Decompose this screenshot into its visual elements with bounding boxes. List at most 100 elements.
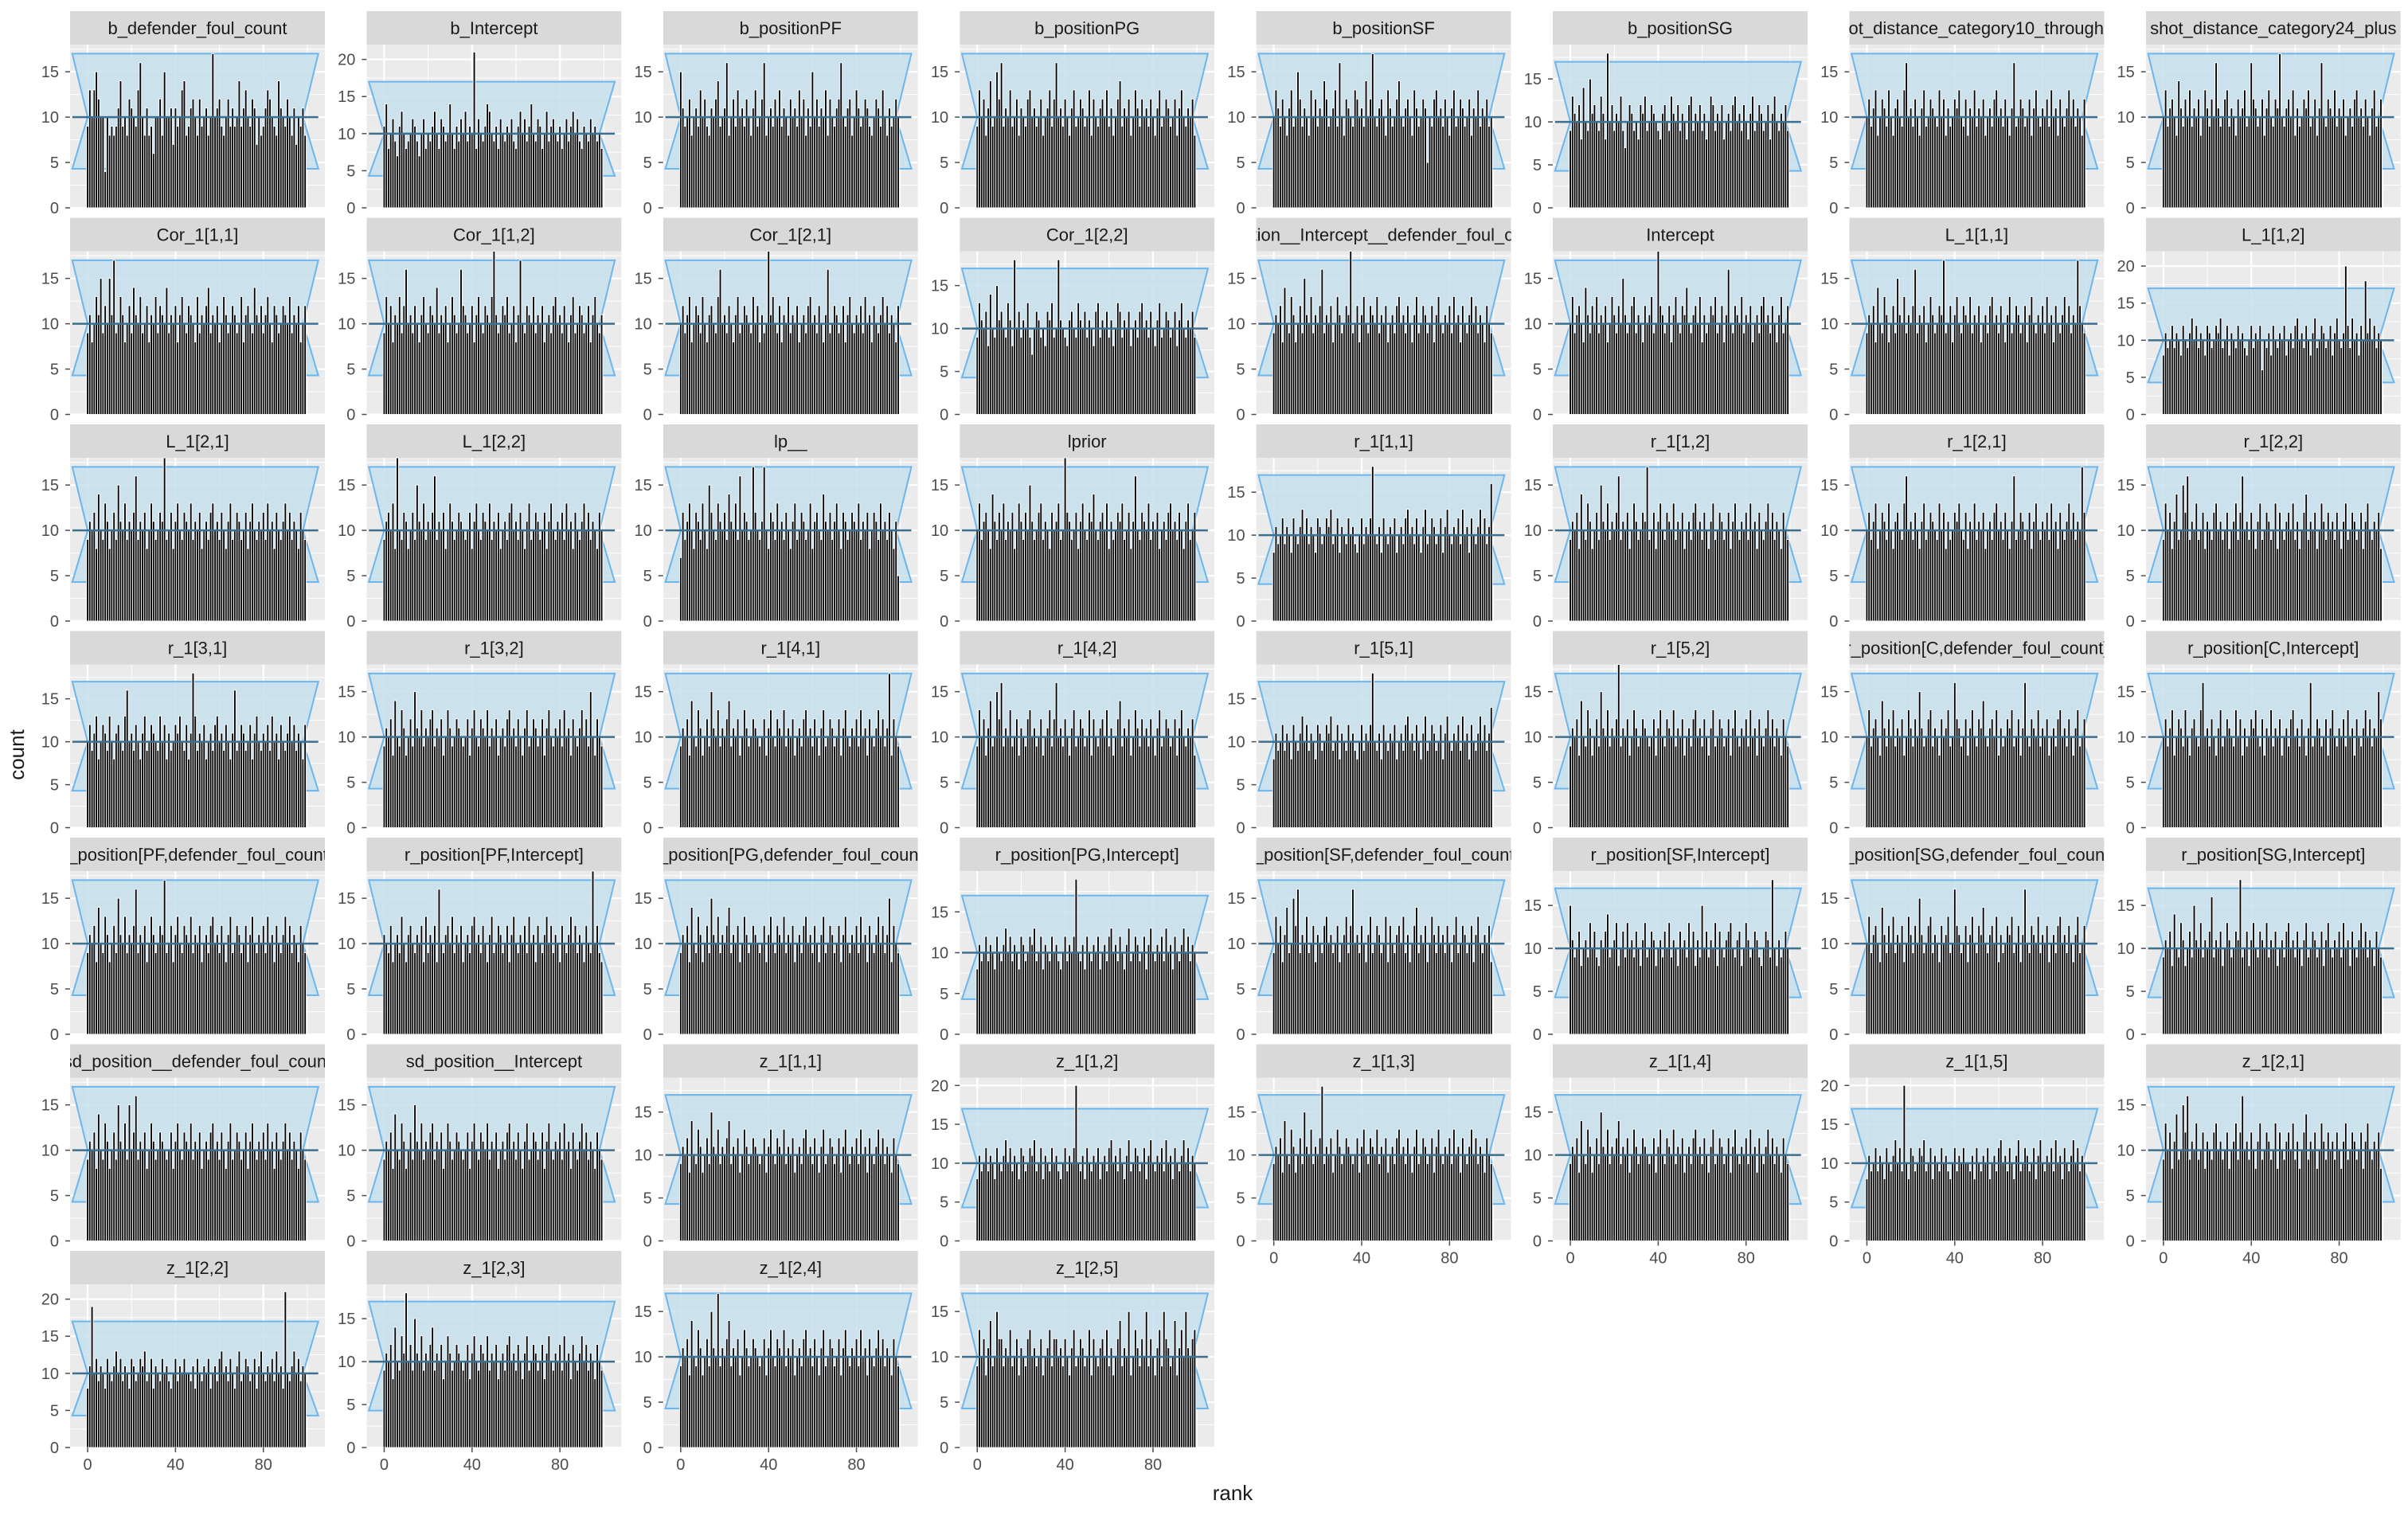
bar [2379, 98, 2383, 208]
y-tick-label: 0 [1533, 820, 1542, 838]
facet-title: r_1[1,2] [1651, 432, 1710, 451]
y-tick-label: 5 [1236, 777, 1245, 795]
facet-panel: b_positionSG 0 5 10 15 [1524, 11, 1808, 217]
facet-strip [1553, 424, 1808, 458]
bar [1489, 483, 1493, 621]
facet-panel: r_position[SG,defender_foul_count] 0 5 10 15 [1820, 838, 2114, 1044]
y-tick-label: 10 [931, 945, 948, 963]
y-tick-label: 0 [940, 200, 948, 217]
y-tick-label: 5 [643, 154, 652, 172]
y-tick-label: 10 [1227, 316, 1245, 334]
y-tick-label: 5 [1236, 154, 1245, 172]
facet-title: L_1[2,1] [166, 432, 229, 451]
y-tick-label: 15 [2117, 295, 2135, 313]
facet-strip [1553, 631, 1808, 665]
bar [897, 305, 900, 415]
y-tick-label: 0 [1533, 1026, 1542, 1044]
y-tick-label: 15 [2117, 684, 2135, 701]
y-tick-label: 5 [643, 981, 652, 998]
bar [600, 529, 604, 621]
y-tick-label: 20 [338, 52, 355, 69]
y-tick-label: 0 [2126, 200, 2135, 217]
y-tick-label: 10 [635, 936, 652, 953]
y-tick-label: 15 [2117, 64, 2135, 81]
y-tick-label: 15 [1524, 897, 1542, 915]
y-tick-label: 5 [940, 986, 948, 1003]
facet-panel: r_1[5,2] 0 5 10 15 [1524, 631, 1808, 838]
y-tick-label: 10 [635, 109, 652, 127]
facet-title: r_position[PF,Intercept] [405, 845, 584, 865]
facet-title: shot_distance_category10_through24 [1830, 18, 2123, 38]
facet-strip [1256, 217, 1511, 252]
facet-panel: position__Intercept__defender_foul_count… [1227, 217, 1511, 424]
y-tick-label: 15 [931, 477, 948, 494]
facet-title: b_Intercept [450, 18, 538, 38]
y-tick-label: 15 [338, 271, 355, 288]
facet-strip [663, 424, 918, 458]
facet-strip [960, 217, 1215, 252]
y-tick-label: 10 [1227, 734, 1245, 752]
y-tick-label: 5 [1533, 983, 1542, 1001]
y-tick-label: 5 [643, 568, 652, 585]
bar [897, 575, 900, 621]
y-tick-label: 5 [346, 775, 355, 792]
facet-strip [70, 631, 325, 665]
facet-title: r_position[C,defender_foul_count] [1845, 639, 2108, 658]
y-tick-label: 15 [1227, 484, 1245, 502]
facet-title: b_positionSG [1628, 18, 1733, 38]
y-tick-label: 10 [1524, 114, 1542, 131]
y-tick-label: 10 [41, 734, 59, 752]
y-tick-label: 5 [1236, 361, 1245, 379]
facet-title: b_positionPG [1034, 18, 1140, 38]
facet-strip [70, 424, 325, 458]
y-tick-label: 10 [1227, 936, 1245, 953]
facet-strip [1849, 11, 2105, 45]
y-tick-label: 15 [931, 64, 948, 81]
facet-panel: r_position[PG,defender_foul_count] 0 5 10 15 [635, 838, 918, 1044]
y-tick-label: 10 [1524, 940, 1542, 958]
bar [600, 745, 604, 828]
y-tick-label: 15 [635, 271, 652, 288]
facet-title: r_1[4,2] [1057, 639, 1117, 658]
bar [303, 305, 307, 415]
y-tick-label: 0 [1533, 613, 1542, 631]
y-tick-label: 5 [346, 568, 355, 585]
y-tick-label: 5 [346, 981, 355, 998]
facet-strip [2145, 217, 2401, 252]
y-tick-label: 0 [1236, 407, 1245, 424]
bar [1193, 135, 1197, 208]
y-tick-label: 10 [1524, 316, 1542, 334]
facet-title: L_1[1,2] [2242, 225, 2305, 245]
y-tick-label: 15 [635, 477, 652, 494]
facet-title: r_position[PF,defender_foul_count] [62, 845, 333, 865]
facet-strip [960, 11, 1215, 45]
bar [1193, 952, 1197, 1034]
y-tick-label: 0 [1829, 1026, 1838, 1044]
facet-panel: b_positionPF 0 5 10 15 [635, 11, 918, 217]
y-tick-label: 0 [1533, 200, 1542, 217]
y-tick-label: 10 [338, 126, 355, 143]
y-tick-label: 10 [2117, 109, 2135, 127]
y-tick-label: 15 [1227, 890, 1245, 908]
bar [1786, 745, 1790, 828]
bar [2379, 718, 2383, 828]
facet-panel: r_1[1,1] 0 5 10 15 [1227, 424, 1511, 631]
y-tick-label: 5 [2126, 568, 2135, 585]
y-tick-label: 5 [643, 361, 652, 379]
y-tick-label: 10 [635, 522, 652, 540]
y-tick-label: 10 [931, 109, 948, 127]
facet-panel: b_positionSF 0 5 10 15 [1227, 11, 1511, 217]
y-tick-label: 5 [1533, 775, 1542, 792]
y-tick-label: 10 [338, 729, 355, 747]
y-tick-label: 5 [50, 777, 59, 795]
bar [1786, 539, 1790, 621]
facet-title: r_1[1,1] [1354, 432, 1413, 451]
y-tick-label: 5 [1533, 361, 1542, 379]
bar [2379, 339, 2383, 415]
facet-strip [1849, 631, 2105, 665]
facet-title: r_position[PG,Intercept] [995, 845, 1179, 865]
facet-title: r_1[2,2] [2243, 432, 2303, 451]
y-tick-label: 10 [635, 316, 652, 334]
bar [303, 135, 307, 208]
facet-title: r_position[SG,defender_foul_count] [1839, 845, 2114, 865]
